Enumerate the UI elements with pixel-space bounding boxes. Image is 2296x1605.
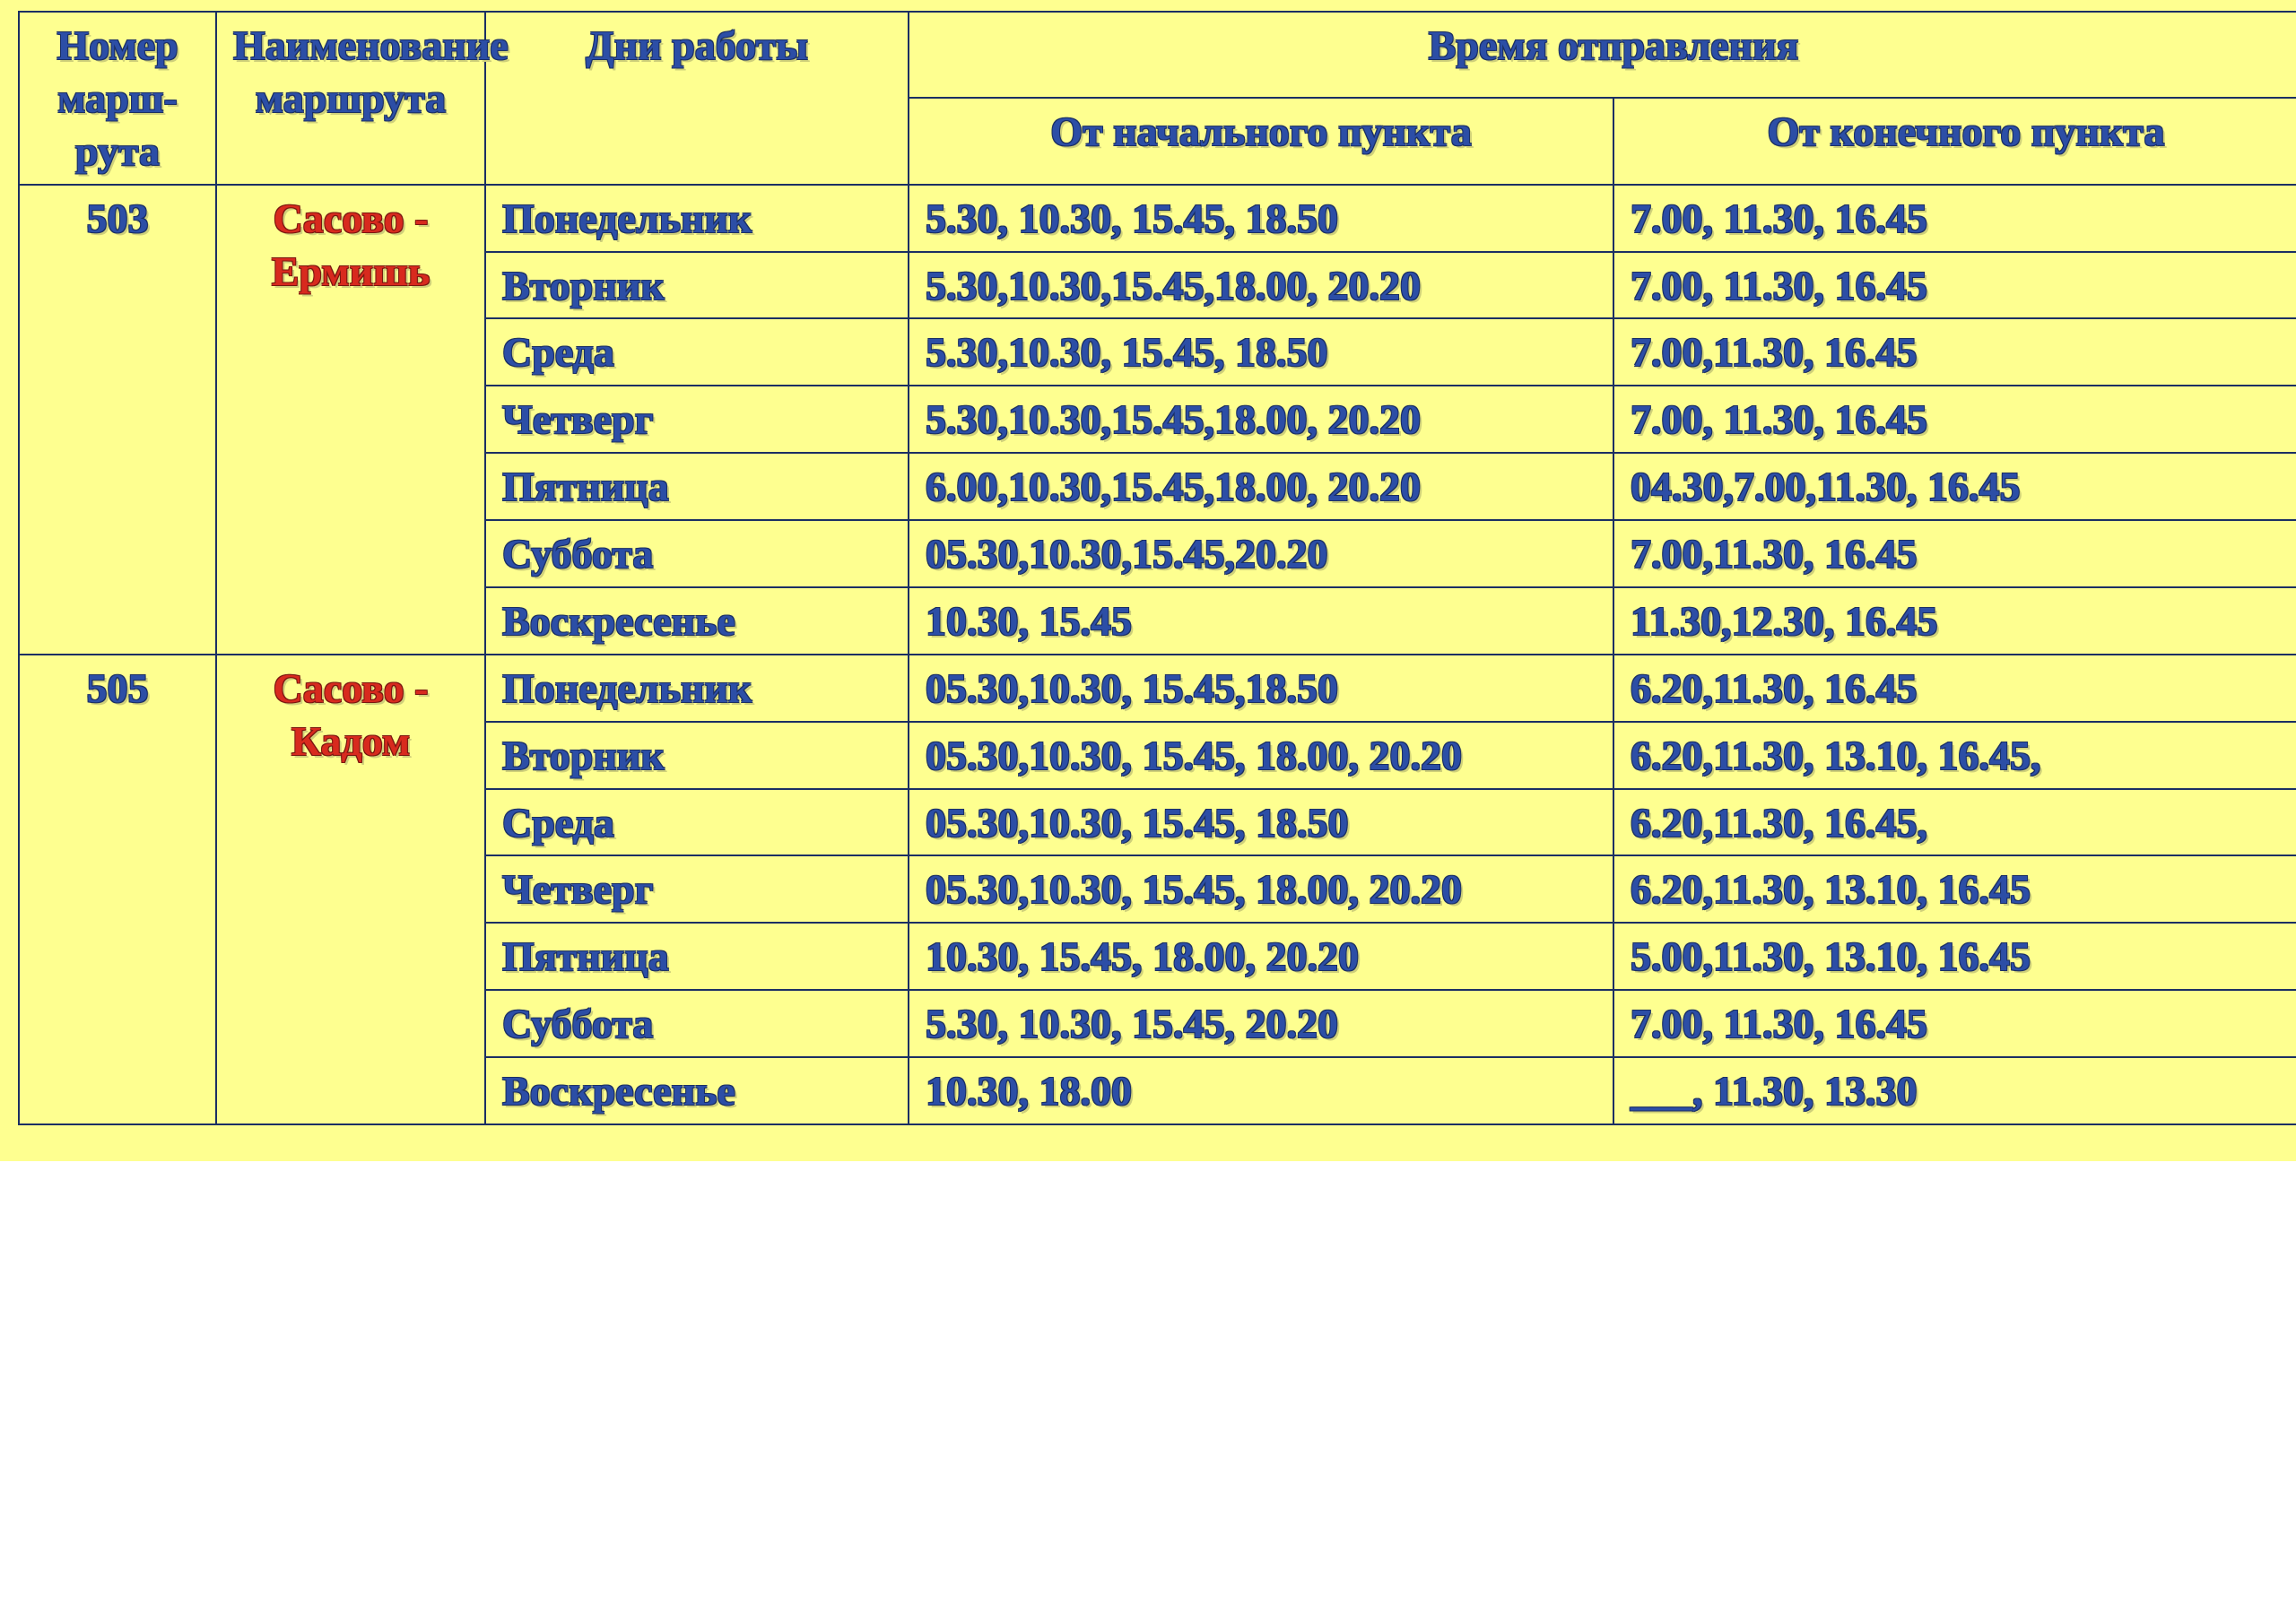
day-cell: Среда xyxy=(485,789,909,856)
from-end-cell: 7.00, 11.30, 16.45 xyxy=(1613,990,2296,1057)
day-cell: Понедельник xyxy=(485,185,909,252)
from-start-cell: 5.30, 10.30, 15.45, 20.20 xyxy=(909,990,1613,1057)
bus-schedule-table: Номер марш-рута Наименование маршрута Дн… xyxy=(18,11,2296,1125)
route-number-cell: 505 xyxy=(19,655,216,1124)
header-work-days: Дни работы xyxy=(485,12,909,185)
from-end-cell: ___, 11.30, 13.30 xyxy=(1613,1057,2296,1124)
from-start-cell: 05.30,10.30, 15.45, 18.00, 20.20 xyxy=(909,855,1613,923)
schedule-sheet: Номер марш-рута Наименование маршрута Дн… xyxy=(0,0,2296,1161)
from-end-cell: 04.30,7.00,11.30, 16.45 xyxy=(1613,453,2296,520)
from-end-cell: 5.00,11.30, 13.10, 16.45 xyxy=(1613,923,2296,990)
header-from-end: От конечного пункта xyxy=(1613,98,2296,184)
day-cell: Пятница xyxy=(485,923,909,990)
table-row: 505Сасово - КадомПонедельник05.30,10.30,… xyxy=(19,655,2296,722)
day-cell: Среда xyxy=(485,318,909,386)
from-end-cell: 7.00, 11.30, 16.45 xyxy=(1613,185,2296,252)
from-end-cell: 7.00,11.30, 16.45 xyxy=(1613,318,2296,386)
from-end-cell: 7.00, 11.30, 16.45 xyxy=(1613,252,2296,319)
route-name-cell: Сасово - Кадом xyxy=(216,655,485,1124)
from-start-cell: 10.30, 15.45, 18.00, 20.20 xyxy=(909,923,1613,990)
from-start-cell: 10.30, 15.45 xyxy=(909,587,1613,655)
day-cell: Вторник xyxy=(485,252,909,319)
from-start-cell: 05.30,10.30, 15.45, 18.50 xyxy=(909,789,1613,856)
header-from-start: От начального пункта xyxy=(909,98,1613,184)
header-departure: Время отправления xyxy=(909,12,2296,98)
from-end-cell: 6.20,11.30, 16.45 xyxy=(1613,655,2296,722)
from-end-cell: 11.30,12.30, 16.45 xyxy=(1613,587,2296,655)
from-end-cell: 6.20,11.30, 16.45, xyxy=(1613,789,2296,856)
from-start-cell: 6.00,10.30,15.45,18.00, 20.20 xyxy=(909,453,1613,520)
header-route-number: Номер марш-рута xyxy=(19,12,216,185)
from-start-cell: 5.30,10.30,15.45,18.00, 20.20 xyxy=(909,386,1613,453)
route-name-cell: Сасово - Ермишь xyxy=(216,185,485,655)
from-end-cell: 6.20,11.30, 13.10, 16.45 xyxy=(1613,855,2296,923)
day-cell: Суббота xyxy=(485,990,909,1057)
table-body: 503Сасово - ЕрмишьПонедельник5.30, 10.30… xyxy=(19,185,2296,1124)
day-cell: Воскресенье xyxy=(485,1057,909,1124)
day-cell: Суббота xyxy=(485,520,909,587)
day-cell: Четверг xyxy=(485,386,909,453)
from-end-cell: 6.20,11.30, 13.10, 16.45, xyxy=(1613,722,2296,789)
day-cell: Воскресенье xyxy=(485,587,909,655)
from-start-cell: 5.30,10.30,15.45,18.00, 20.20 xyxy=(909,252,1613,319)
from-start-cell: 5.30, 10.30, 15.45, 18.50 xyxy=(909,185,1613,252)
from-start-cell: 10.30, 18.00 xyxy=(909,1057,1613,1124)
table-row: 503Сасово - ЕрмишьПонедельник5.30, 10.30… xyxy=(19,185,2296,252)
from-end-cell: 7.00, 11.30, 16.45 xyxy=(1613,386,2296,453)
day-cell: Четверг xyxy=(485,855,909,923)
day-cell: Пятница xyxy=(485,453,909,520)
header-route-name: Наименование маршрута xyxy=(216,12,485,185)
table-header: Номер марш-рута Наименование маршрута Дн… xyxy=(19,12,2296,185)
from-start-cell: 5.30,10.30, 15.45, 18.50 xyxy=(909,318,1613,386)
from-end-cell: 7.00,11.30, 16.45 xyxy=(1613,520,2296,587)
from-start-cell: 05.30,10.30, 15.45,18.50 xyxy=(909,655,1613,722)
route-number-cell: 503 xyxy=(19,185,216,655)
day-cell: Вторник xyxy=(485,722,909,789)
from-start-cell: 05.30,10.30, 15.45, 18.00, 20.20 xyxy=(909,722,1613,789)
from-start-cell: 05.30,10.30,15.45,20.20 xyxy=(909,520,1613,587)
day-cell: Понедельник xyxy=(485,655,909,722)
